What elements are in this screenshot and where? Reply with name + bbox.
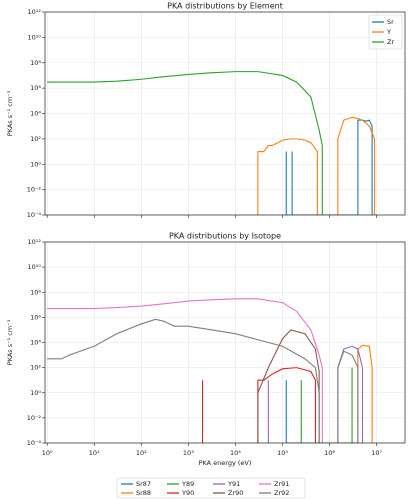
- x-tick-label: 10⁰: [42, 449, 53, 457]
- plot-frame: [44, 11, 406, 216]
- series-line: [47, 318, 359, 443]
- y-tick-label: 10⁻⁴: [27, 439, 42, 447]
- y-tick-label: 10⁻²: [27, 186, 42, 194]
- legend-label: Zr91: [274, 480, 289, 488]
- legend-label: Y89: [181, 480, 194, 488]
- series-line: [257, 116, 376, 215]
- y-tick-label: 10⁸: [30, 288, 41, 296]
- y-tick-label: 10²: [30, 364, 41, 372]
- legend-label: Zr: [387, 38, 394, 46]
- plot-area: [47, 71, 376, 215]
- y-tick-label: 10¹⁰: [28, 33, 42, 41]
- chart-title: PKA distributions by Element: [167, 2, 283, 11]
- y-axis-label: PKAs s⁻¹ cm⁻³: [6, 90, 14, 136]
- x-tick-label: 10³: [183, 449, 194, 457]
- x-axis-label: PKA energy (eV): [199, 459, 252, 467]
- legend-label: Y91: [227, 480, 240, 488]
- y-tick-label: 10¹²: [28, 238, 42, 246]
- x-tick-label: 10⁷: [371, 449, 382, 457]
- y-tick-label: 10⁻²: [27, 414, 42, 422]
- x-tick-label: 10¹: [89, 449, 100, 457]
- series-line: [47, 71, 323, 215]
- x-tick-label: 10²: [136, 449, 147, 457]
- x-tick-label: 10⁵: [277, 449, 288, 457]
- series-line: [257, 329, 320, 443]
- legend-label: Sr88: [136, 489, 151, 497]
- y-axis-label: PKAs s⁻¹ cm⁻³: [6, 319, 14, 365]
- y-tick-label: 10¹⁰: [28, 263, 42, 271]
- plot-area: [47, 298, 373, 443]
- x-tick-label: 10⁶: [324, 449, 335, 457]
- y-tick-label: 10⁻⁴: [27, 211, 42, 219]
- series-line: [357, 344, 373, 443]
- legend-label: Y90: [181, 489, 194, 497]
- y-tick-label: 10¹²: [28, 8, 42, 16]
- y-tick-label: 10²: [30, 135, 41, 143]
- series-line: [300, 367, 353, 443]
- chart-title: PKA distributions by Isotope: [169, 232, 281, 241]
- series-line: [201, 367, 316, 443]
- legend-label: Zr90: [228, 489, 243, 497]
- series-line: [47, 298, 323, 443]
- y-tick-label: 10⁴: [30, 110, 41, 118]
- y-tick-label: 10⁶: [30, 84, 41, 92]
- y-tick-label: 10⁰: [30, 160, 41, 168]
- y-tick-label: 10⁶: [30, 313, 41, 321]
- series-line: [285, 119, 373, 215]
- plot-frame: [44, 241, 406, 444]
- legend-label: Y: [386, 28, 391, 36]
- y-tick-label: 10⁸: [30, 59, 41, 67]
- legend-box: [116, 477, 306, 499]
- legend-box: [368, 14, 403, 50]
- legend-label: Sr87: [136, 480, 151, 488]
- legend-label: Sr: [387, 18, 394, 26]
- legend-label: Zr92: [274, 489, 289, 497]
- x-tick-label: 10⁴: [230, 449, 241, 457]
- y-tick-label: 10⁰: [30, 389, 41, 397]
- y-tick-label: 10⁴: [30, 339, 41, 347]
